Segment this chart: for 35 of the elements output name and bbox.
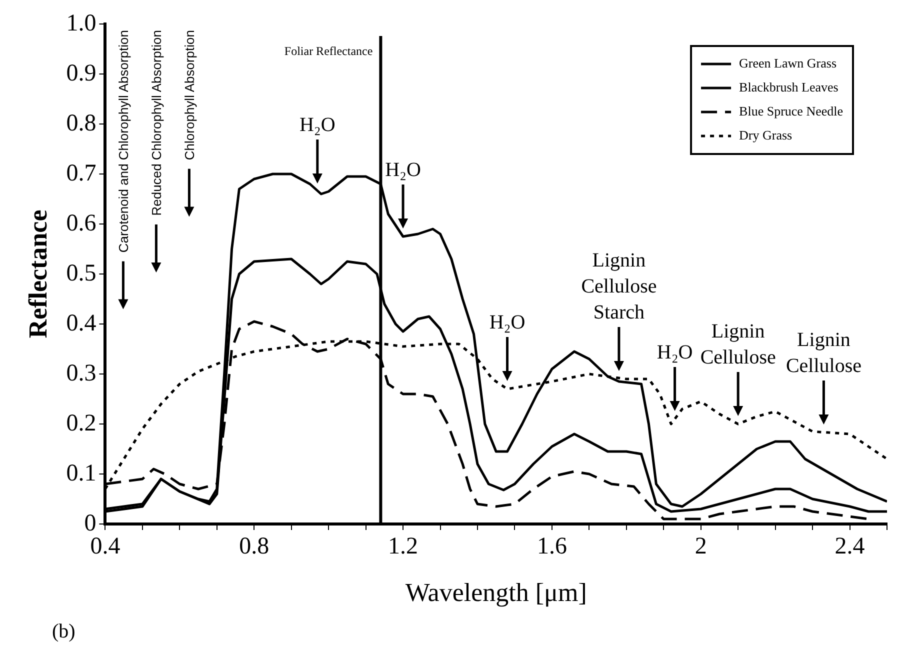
y-axis-title: Reflectance (23, 210, 52, 338)
y-tick-label: 0.7 (66, 160, 96, 186)
y-tick-label: 0.9 (66, 60, 96, 86)
y-tick-label: 0.2 (66, 410, 96, 436)
x-axis-title: Wavelength [μm] (405, 578, 587, 608)
ref-line-label: Foliar Reflectance (284, 44, 373, 58)
annotation: H₂O (385, 158, 421, 181)
annotation: Lignin Cellulose (700, 320, 776, 368)
text: (b) (52, 620, 76, 642)
annotation: Lignin Cellulose Starch (581, 249, 657, 324)
annotation: H₂O (489, 311, 526, 334)
x-tick-label: 0.4 (90, 534, 120, 560)
x-tick-label: 0.8 (239, 534, 270, 560)
x-tick-label: 1.2 (388, 534, 418, 560)
y-tick-label: 1.0 (66, 10, 96, 36)
annotation: Carotenoid and Chlorophyll Absorption (116, 30, 131, 253)
y-tick-label: 0.8 (66, 110, 96, 136)
annotation: Lignin Cellulose (786, 328, 862, 377)
annotation: Chlorophyll Absorption (182, 30, 197, 160)
y-tick-label: 0.3 (66, 360, 96, 386)
legend-label: Dry Grass (739, 127, 792, 142)
annotation: Reduced Chlorophyll Absorption (148, 30, 164, 216)
x-tick-label: 2.4 (834, 534, 865, 560)
y-tick-label: 0.1 (66, 460, 96, 486)
y-tick-label: 0.5 (66, 260, 96, 286)
y-tick-label: 0.6 (66, 210, 96, 236)
x-tick-label: 2 (694, 534, 707, 560)
y-tick-label: 0.4 (66, 310, 96, 336)
annotation: H₂O (656, 341, 693, 364)
annotation: H₂O (299, 114, 336, 136)
legend-label: Green Lawn Grass (739, 55, 837, 70)
legend-label: Blackbrush Leaves (739, 79, 838, 94)
x-tick-label: 1.6 (536, 534, 567, 560)
y-tick-label: 0 (84, 510, 96, 536)
legend-label: Blue Spruce Needle (739, 103, 844, 118)
